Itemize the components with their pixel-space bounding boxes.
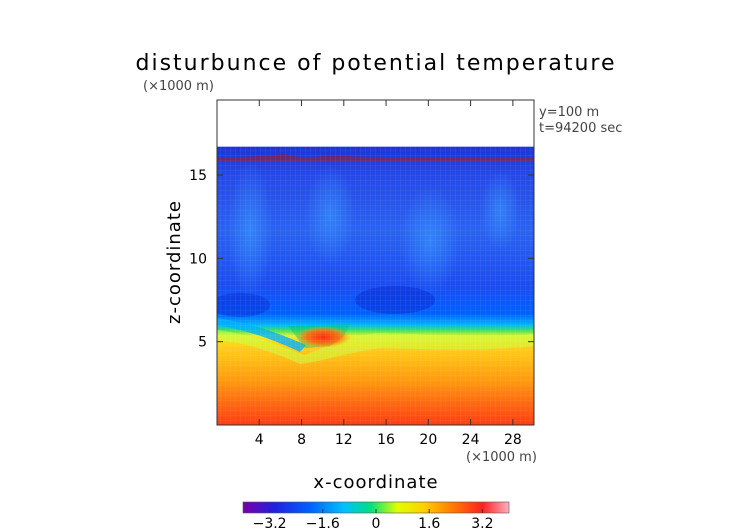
x-tick-label: 4 xyxy=(255,432,264,448)
colorbar-tick-label: 3.2 xyxy=(471,516,493,532)
x-ticks: 4 8 12 16 20 24 28 xyxy=(255,100,522,448)
x-tick-label: 20 xyxy=(419,432,437,448)
x-tick-label: 8 xyxy=(297,432,306,448)
x-tick-label: 16 xyxy=(377,432,395,448)
annotation-y: y=100 m xyxy=(539,105,599,120)
colorbar-tick-label: −1.6 xyxy=(306,516,340,532)
y-tick-label: 10 xyxy=(189,251,207,267)
colorbar-ticks: −3.2 −1.6 0 1.6 3.2 xyxy=(253,509,494,532)
colorbar-tick-label: 0 xyxy=(372,516,381,532)
field-gridlines xyxy=(217,100,534,425)
annotation-t: t=94200 sec xyxy=(539,121,622,136)
y-ticks: 5 10 15 xyxy=(189,168,534,351)
x-tick-label: 12 xyxy=(335,432,353,448)
x-unit-label: (×1000 m) xyxy=(466,450,537,465)
x-tick-label: 24 xyxy=(462,432,480,448)
y-tick-label: 15 xyxy=(189,168,207,184)
plot-frame xyxy=(216,99,535,426)
colorbar-tick-label: −3.2 xyxy=(253,516,287,532)
chart-title: disturbunce of potential temperature xyxy=(136,51,617,76)
colorbar-tick-label: 1.6 xyxy=(418,516,440,532)
x-axis-label: x-coordinate xyxy=(313,472,438,493)
y-tick-label: 5 xyxy=(198,335,207,351)
plot-area xyxy=(217,100,534,425)
y-unit-label: (×1000 m) xyxy=(143,79,214,94)
y-axis-label: z-coordinate xyxy=(164,200,185,324)
x-tick-label: 28 xyxy=(504,432,522,448)
